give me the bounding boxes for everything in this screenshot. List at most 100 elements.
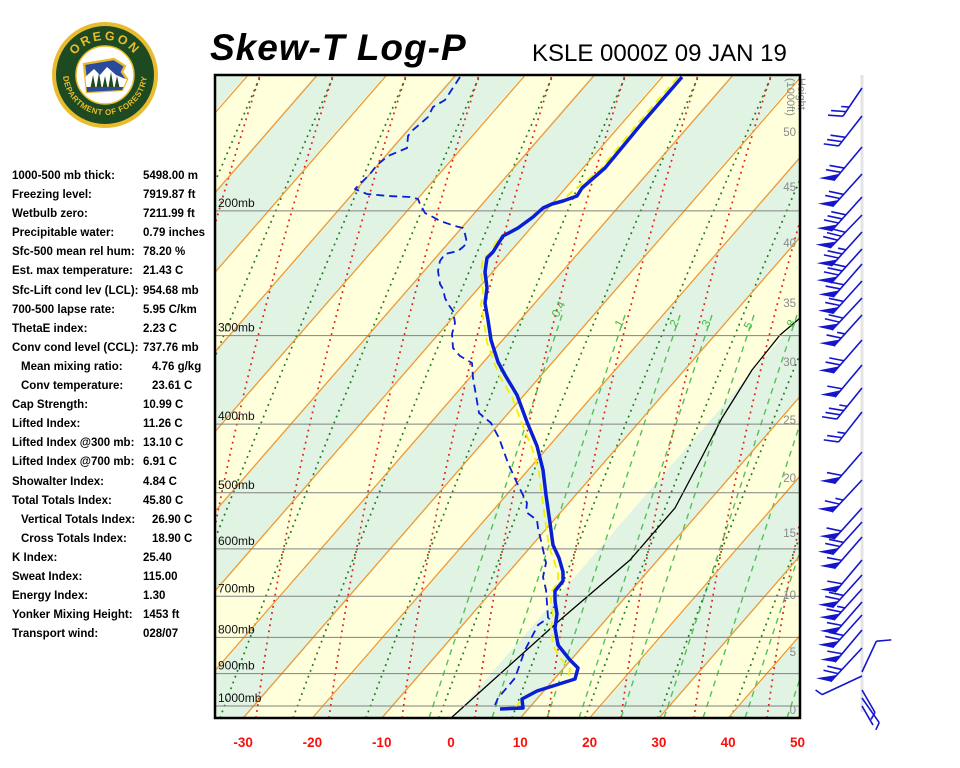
panel-row-label: Cross Totals Index: [21,532,127,545]
pressure-label: 500mb [218,478,255,492]
pressure-label: 900mb [218,659,255,673]
height-tick-label: 0 [790,705,796,717]
panel-row: Freezing level: 7919.87 ft [12,186,205,205]
wind-barb [817,479,863,513]
height-axis-units: (1000ft) [784,78,796,116]
mixing-ratio-label: 2 [668,318,682,329]
panel-row: 700-500 lapse rate: 5.95 C/km [12,301,205,320]
wind-barb [817,173,863,208]
wind-barb [818,339,863,374]
mixing-ratio-label: 8 [785,318,799,329]
panel-row-value: 4.76 g/kg [152,360,202,373]
panel-row: Lifted Index: 11.26 C [12,415,205,434]
pressure-label: 400mb [218,409,255,423]
dewpoint-trace [354,76,549,706]
panel-row-label: Total Totals Index: [12,494,112,507]
height-tick-label: 45 [783,182,796,194]
panel-row: Lifted Index @700 mb: 6.91 C [12,453,205,472]
panel-row-value: 4.84 C [143,475,177,488]
panel-row-label: Sfc-500 mean rel hum: [12,246,135,259]
temp-axis-label: 10 [513,735,528,750]
panel-row: Transport wind: 028/07 [12,625,205,644]
wind-barb [823,411,863,443]
panel-row-value: 45.80 C [143,494,184,507]
panel-row: Cross Totals Index: 18.90 C [12,530,205,549]
pressure-label: 1000mb [218,691,262,705]
panel-row-label: Transport wind: [12,628,99,641]
panel-row: Sfc-Lift cond lev (LCL): 954.68 mb [12,282,205,301]
temp-axis-label: -30 [233,735,253,750]
panel-row-label: Lifted Index: [12,418,81,431]
panel-row-value: 7919.87 ft [143,189,196,202]
panel-row-value: 954.68 mb [143,284,199,297]
mixing-ratio-label: 5 [742,320,756,331]
pressure-label: 700mb [218,581,255,595]
temp-axis: -30 -20 -10 0 10 20 30 40 50 [233,735,805,750]
page-title: Skew-T Log-P [210,27,467,68]
panel-row-value: 23.61 C [152,380,193,393]
wind-barb [815,675,863,696]
wind-barb [816,647,863,683]
panel-row: 1000-500 mb thick: 5498.00 m [12,167,205,186]
wind-barb [861,705,874,726]
panel-row: Vertical Totals Index: 26.90 C [12,511,205,530]
wind-barb [816,248,863,284]
height-tick-label: 20 [783,473,796,485]
panel-row-label: Vertical Totals Index: [21,513,136,526]
mixing-ratio-lines [428,314,800,718]
wind-barb [823,115,863,147]
panel-row: Lifted Index @300 mb: 13.10 C [12,434,205,453]
wind-barb [820,364,863,398]
wind-barb [817,521,863,556]
wind-barb [816,196,863,232]
wind-barb [820,559,863,593]
panel-row-label: Sweat Index: [12,570,83,583]
panel-row-value: 7211.99 ft [143,208,195,221]
panel-row-label: Est. max temperature: [12,265,133,278]
panel-row-value: 028/07 [143,628,179,641]
wind-barb [819,536,863,570]
wind-barb [819,588,863,621]
pressure-label: 300mb [218,321,255,335]
panel-row-value: 2.23 C [143,322,177,335]
temp-axis-label: -10 [372,735,392,750]
panel-row-value: 5498.00 m [143,170,198,182]
odf-logo: OREGON DEPARTMENT OF FORESTRY [52,22,158,128]
temp-axis-label: 30 [651,735,666,750]
wind-barb [818,263,863,298]
panel-row-label: Freezing level: [12,189,92,202]
panel-row-label: 1000-500 mb thick: [12,170,115,182]
panel-row: Precipitable water: 0.79 inches [12,224,205,243]
panel-row-value: 26.90 C [152,513,193,526]
pressure-label: 200mb [218,196,255,210]
panel-row-value: 1.30 [143,590,166,603]
panel-row: Mean mixing ratio: 4.76 g/kg [12,358,205,377]
panel-row-value: 78.20 % [143,246,186,259]
indices-panel: 1000-500 mb thick: 5498.00 m Freezing leve… [12,167,205,644]
height-tick-label: 30 [783,357,796,369]
height-tick-label: 5 [790,647,796,659]
isotherm-bands [215,75,800,718]
height-tick-label: 50 [783,127,796,139]
panel-row-value: 11.26 C [143,418,183,431]
wind-barb [820,629,863,663]
temp-axis-label: 40 [721,735,736,750]
wind-barb [819,601,863,635]
chart-border [213,73,802,720]
wind-barb [827,87,863,117]
wind-barb [819,451,863,485]
wind-barb [861,689,876,720]
height-tick-label: 40 [783,238,796,250]
panel-row-label: K Index: [12,551,58,564]
temp-axis-label: -20 [303,735,323,750]
panel-row-label: Sfc-Lift cond lev (LCL): [12,284,139,297]
panel-row-value: 737.76 mb [143,341,199,354]
panel-row: Cap Strength: 10.99 C [12,396,205,415]
pressure-lines: 200mb 300mb 400mb 500mb 600mb 700mb 800mb 900mb… [215,196,800,707]
panel-row: Conv cond level (CCL): 737.76 mb [12,339,205,358]
panel-row: Wetbulb zero: 7211.99 ft [12,205,205,224]
panel-row-label: ThetaE index: [12,322,88,335]
mixing-ratio-label: 3 [700,318,714,329]
